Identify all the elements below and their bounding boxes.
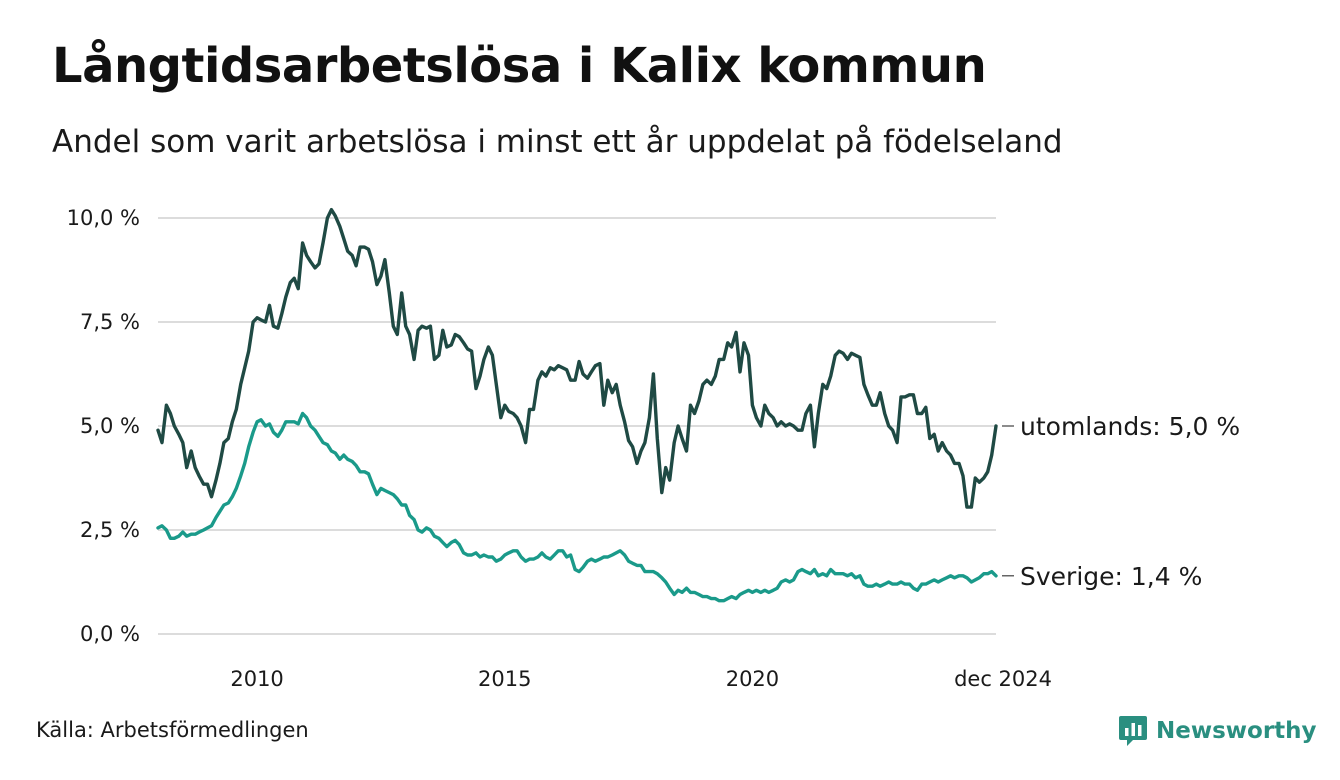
y-tick-label: 10,0 % — [67, 206, 140, 230]
end-label-utomlands: utomlands: 5,0 % — [1020, 412, 1240, 441]
y-tick-label: 5,0 % — [80, 414, 140, 438]
grid-lines — [158, 217, 996, 635]
y-axis-tick-labels: 0,0 % 2,5 % 5,0 % 7,5 % 10,0 % — [67, 206, 140, 646]
x-axis-tick-labels: 2010 2015 2020 dec 2024 — [230, 667, 1052, 691]
y-tick-label: 7,5 % — [80, 310, 140, 334]
logo-bar-2 — [1131, 723, 1135, 736]
x-tick-label: dec 2024 — [954, 667, 1052, 691]
logo-bar-3 — [1138, 725, 1142, 736]
source-note: Källa: Arbetsförmedlingen — [36, 718, 309, 742]
y-tick-label: 2,5 % — [80, 518, 140, 542]
x-tick-label: 2020 — [726, 667, 779, 691]
brand[interactable]: Newsworthy — [1118, 712, 1317, 750]
logo-bar-1 — [1125, 728, 1129, 736]
chart-title: Långtidsarbetslösa i Kalix kommun — [52, 38, 987, 94]
y-tick-label: 0,0 % — [80, 622, 140, 646]
x-tick-label: 2010 — [230, 667, 283, 691]
chart-subtitle: Andel som varit arbetslösa i minst ett å… — [52, 124, 1063, 160]
series-line-sverige — [156, 411, 998, 603]
end-label-sverige: Sverige: 1,4 % — [1020, 562, 1202, 591]
series-line-utomlands — [156, 208, 998, 509]
series-lines — [156, 208, 998, 603]
x-tick-label: 2015 — [478, 667, 531, 691]
series-end-labels: utomlands: 5,0 % Sverige: 1,4 % — [1002, 412, 1240, 591]
newsworthy-logo-icon — [1119, 716, 1147, 746]
brand-name: Newsworthy — [1156, 718, 1317, 744]
